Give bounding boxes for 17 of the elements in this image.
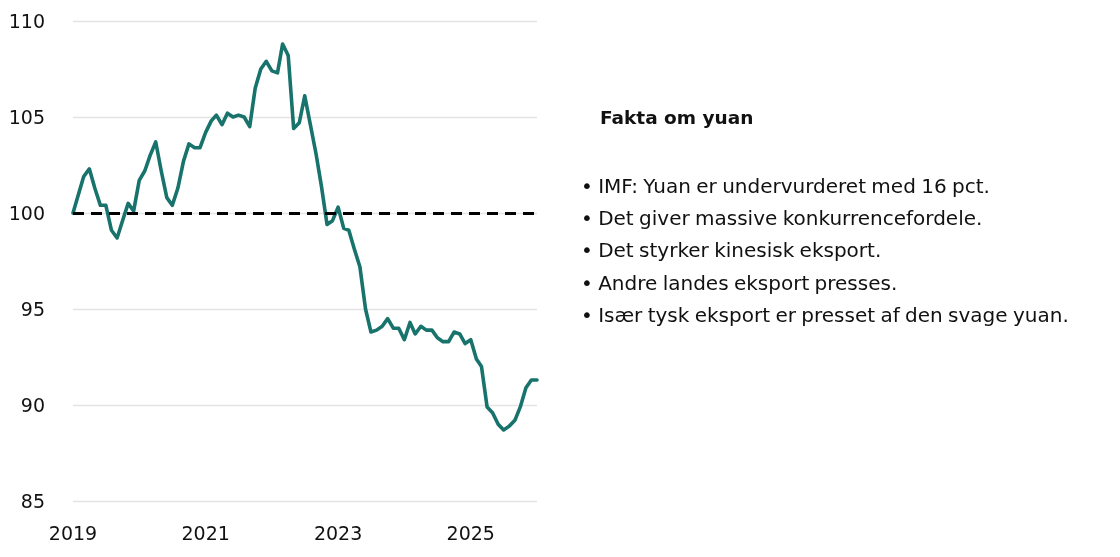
y-tick-label: 90 bbox=[20, 394, 45, 416]
text: Fakta om yuan bbox=[600, 106, 755, 130]
x-tick-label: 2019 bbox=[48, 521, 98, 544]
y-tick-label: 100 bbox=[8, 202, 45, 224]
line-series bbox=[71, 42, 539, 432]
text: • Det styrker kinesisk eksport. bbox=[581, 237, 883, 265]
text: • Andre landes eksport presses. bbox=[581, 269, 899, 297]
y-tick-label: 105 bbox=[8, 106, 45, 128]
x-tick-label: 2021 bbox=[181, 521, 230, 544]
y-tick-label: 85 bbox=[20, 490, 45, 512]
text: • Især tysk eksport er presset af den svage yuan. bbox=[581, 301, 1070, 329]
text: • IMF: Yuan er undervurderet med 16 pct. bbox=[581, 173, 991, 200]
y-tick-label: 95 bbox=[20, 298, 45, 320]
y-tick-label: 110 bbox=[8, 10, 45, 32]
text: • Det giver massive konkurrencefordele. bbox=[581, 205, 984, 233]
x-tick-label: 2025 bbox=[446, 521, 495, 544]
x-tick-label: 2023 bbox=[313, 521, 363, 544]
